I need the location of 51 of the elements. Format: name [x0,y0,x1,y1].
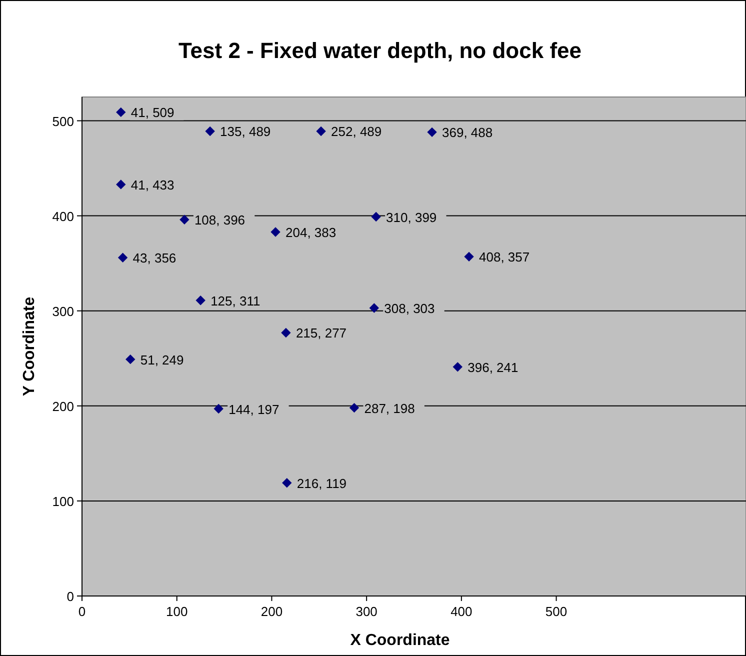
text: 408, 357 [479,250,530,265]
y-tick-label: 100 [52,494,74,509]
point [116,180,126,190]
text: 125, 311 [210,293,260,308]
point [214,404,224,414]
y-tick-label: 500 [52,114,74,129]
point [116,107,126,118]
point [282,478,292,488]
text: 215, 277 [296,326,347,341]
x-tick-label: 200 [260,604,283,619]
point [281,328,291,338]
text: 108, 396 [194,212,246,228]
text: 216, 119 [296,476,347,491]
point [427,127,437,138]
text: 43, 356 [132,250,176,266]
y-tick-label: 0 [66,589,74,604]
text: 51, 249 [140,352,184,368]
point [126,354,136,364]
text: 41, 509 [130,105,174,120]
x-tick-label: 300 [356,604,378,619]
text: 252, 489 [331,124,382,140]
text: 396, 241 [468,360,518,375]
x-axis-title: X Coordinate [350,632,450,649]
text: 204, 383 [286,224,336,240]
y-tick-label: 200 [52,398,74,414]
x-tick-label: 500 [545,604,568,619]
point [205,126,215,136]
x-tick-label: 100 [166,604,188,619]
y-tick-label: 400 [52,208,74,224]
point [196,296,206,306]
text: 310, 399 [386,210,437,225]
point [452,362,462,372]
point [464,252,474,262]
text: 287, 198 [364,400,415,416]
y-axis-title: Y Coordinate [21,296,38,396]
point [349,402,360,413]
text: 41, 433 [130,177,174,192]
text: 308, 303 [384,301,435,316]
text: 135, 489 [220,124,271,140]
y-tick-label: 300 [52,304,74,319]
point [371,212,381,222]
text: 144, 197 [228,402,280,417]
point [270,227,280,237]
chart-title: Test 2 - Fixed water depth, no dock fee [178,38,582,63]
x-tick-label: 0 [78,604,86,619]
point [180,214,190,224]
point [118,252,128,262]
point [369,303,380,313]
x-tick-label: 400 [450,604,472,619]
point [316,126,326,136]
text: 369, 488 [442,125,493,140]
